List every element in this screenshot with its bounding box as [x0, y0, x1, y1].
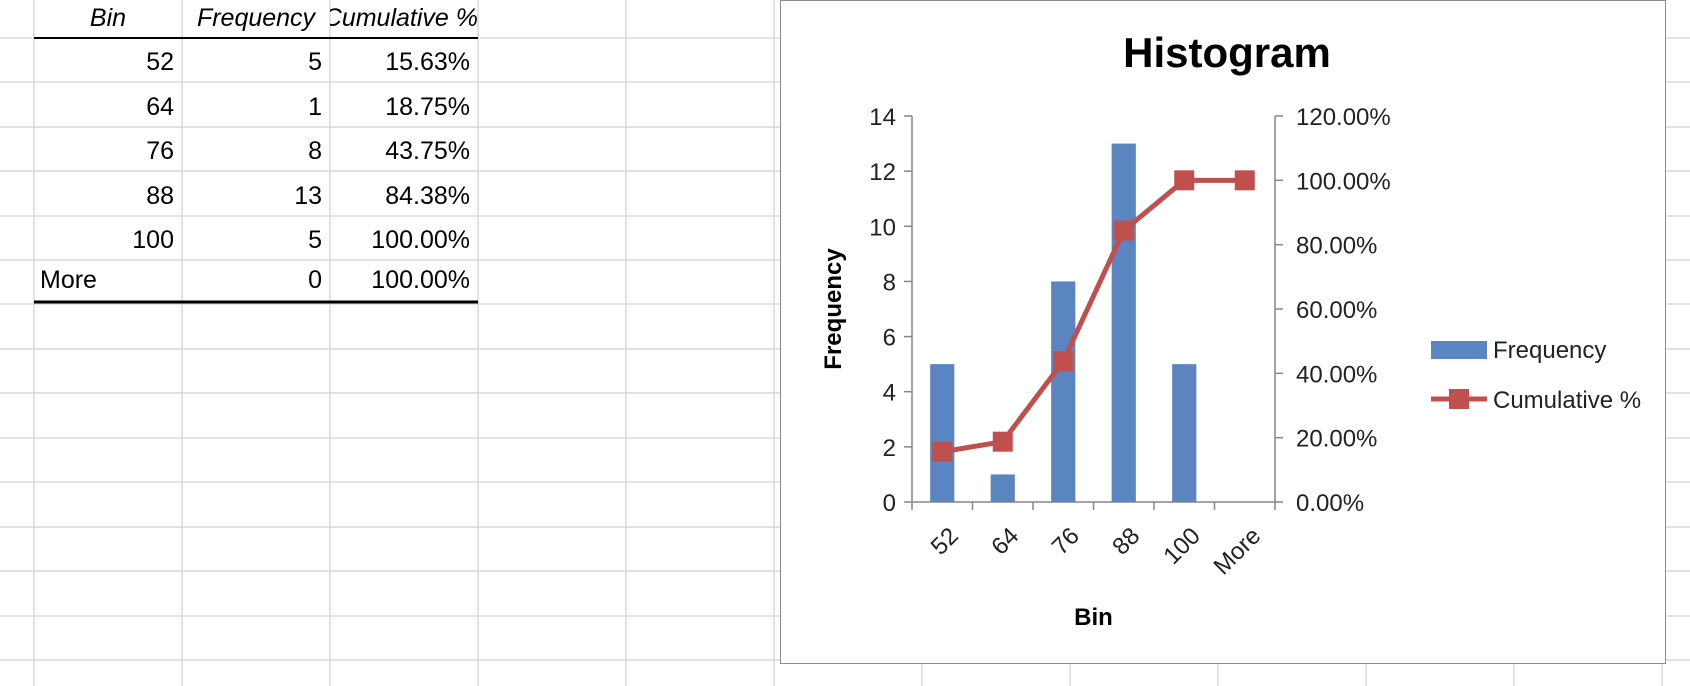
y-tick-label: 4: [883, 380, 896, 407]
y-tick-label: 12: [869, 159, 896, 186]
header-frequency[interactable]: Frequency: [196, 4, 316, 32]
cumulative-marker: [932, 441, 953, 462]
histogram-bar: [930, 364, 955, 502]
y-tick-label: 2: [883, 435, 896, 462]
y-tick-label: 14: [869, 104, 896, 131]
chart-title: Histogram: [1123, 29, 1331, 76]
y-tick-label: 8: [883, 269, 896, 296]
header-cumulative[interactable]: Cumulative %: [330, 4, 478, 32]
chart-canvas: Histogram 0 2 4 6 8 10 12 14 0.00% 20.00% 40.00% 60.…: [820, 29, 1641, 631]
y2-tick-label: 0.00%: [1296, 490, 1364, 517]
header-bin[interactable]: Bin: [89, 4, 127, 32]
cumulative-line: [941, 177, 1245, 455]
x-tick-label: 52: [926, 522, 964, 560]
cell-bin[interactable]: 100: [132, 226, 174, 254]
x-tick-label: 64: [986, 522, 1024, 560]
cumulative-marker: [1113, 220, 1134, 241]
y2-tick-label: 120.00%: [1296, 104, 1391, 131]
cell-bin[interactable]: 76: [146, 137, 174, 165]
legend-label-frequency: Frequency: [1493, 337, 1606, 364]
cell-bin[interactable]: 88: [146, 182, 174, 210]
histogram-bar: [1172, 364, 1197, 502]
cell-frequency[interactable]: 1: [308, 93, 322, 121]
y2-tick-label: 40.00%: [1296, 361, 1377, 388]
y-tick-label: 10: [869, 214, 896, 241]
x-tick-label: 88: [1107, 522, 1145, 560]
x-axis-title: Bin: [1074, 604, 1113, 631]
y-tick-label: 0: [883, 490, 896, 517]
legend-marker-cumulative: [1449, 389, 1469, 409]
cell-cumulative[interactable]: 15.63%: [385, 48, 470, 76]
cell-bin[interactable]: 52: [146, 48, 174, 76]
x-tick-label: 100: [1158, 522, 1205, 569]
x-tick-label: 76: [1047, 522, 1085, 560]
cumulative-marker: [1174, 170, 1195, 191]
cell-bin[interactable]: More: [40, 266, 97, 294]
cell-frequency[interactable]: 5: [308, 226, 322, 254]
legend-label-cumulative: Cumulative %: [1493, 387, 1641, 414]
y2-tick-label: 20.00%: [1296, 426, 1377, 453]
y2-tick-label: 80.00%: [1296, 233, 1377, 260]
histogram-bar: [1051, 281, 1076, 502]
cell-frequency[interactable]: 5: [308, 48, 322, 76]
cell-frequency[interactable]: 13: [294, 182, 322, 210]
cell-cumulative[interactable]: 43.75%: [385, 137, 470, 165]
y2-tick-label: 100.00%: [1296, 168, 1391, 195]
cell-frequency[interactable]: 8: [308, 137, 322, 165]
legend-swatch-frequency: [1431, 341, 1487, 359]
histogram-bar: [990, 474, 1015, 502]
histogram-bar: [1111, 143, 1136, 503]
cell-cumulative[interactable]: 100.00%: [371, 226, 470, 254]
cumulative-marker: [1053, 351, 1074, 372]
cell-cumulative[interactable]: 18.75%: [385, 93, 470, 121]
x-tick-label: More: [1209, 522, 1267, 580]
cumulative-marker: [992, 431, 1013, 452]
histogram-chart[interactable]: Histogram 0 2 4 6 8 10 12 14 0.00% 20.00% 40.00% 60.…: [780, 0, 1666, 664]
cumulative-marker: [1234, 170, 1255, 191]
cell-cumulative[interactable]: 84.38%: [385, 182, 470, 210]
y-tick-label: 6: [883, 325, 896, 352]
y2-tick-label: 60.00%: [1296, 297, 1377, 324]
cell-bin[interactable]: 64: [146, 93, 174, 121]
cell-frequency[interactable]: 0: [308, 266, 322, 294]
cell-cumulative[interactable]: 100.00%: [371, 266, 470, 294]
y-axis-title: Frequency: [820, 248, 847, 370]
